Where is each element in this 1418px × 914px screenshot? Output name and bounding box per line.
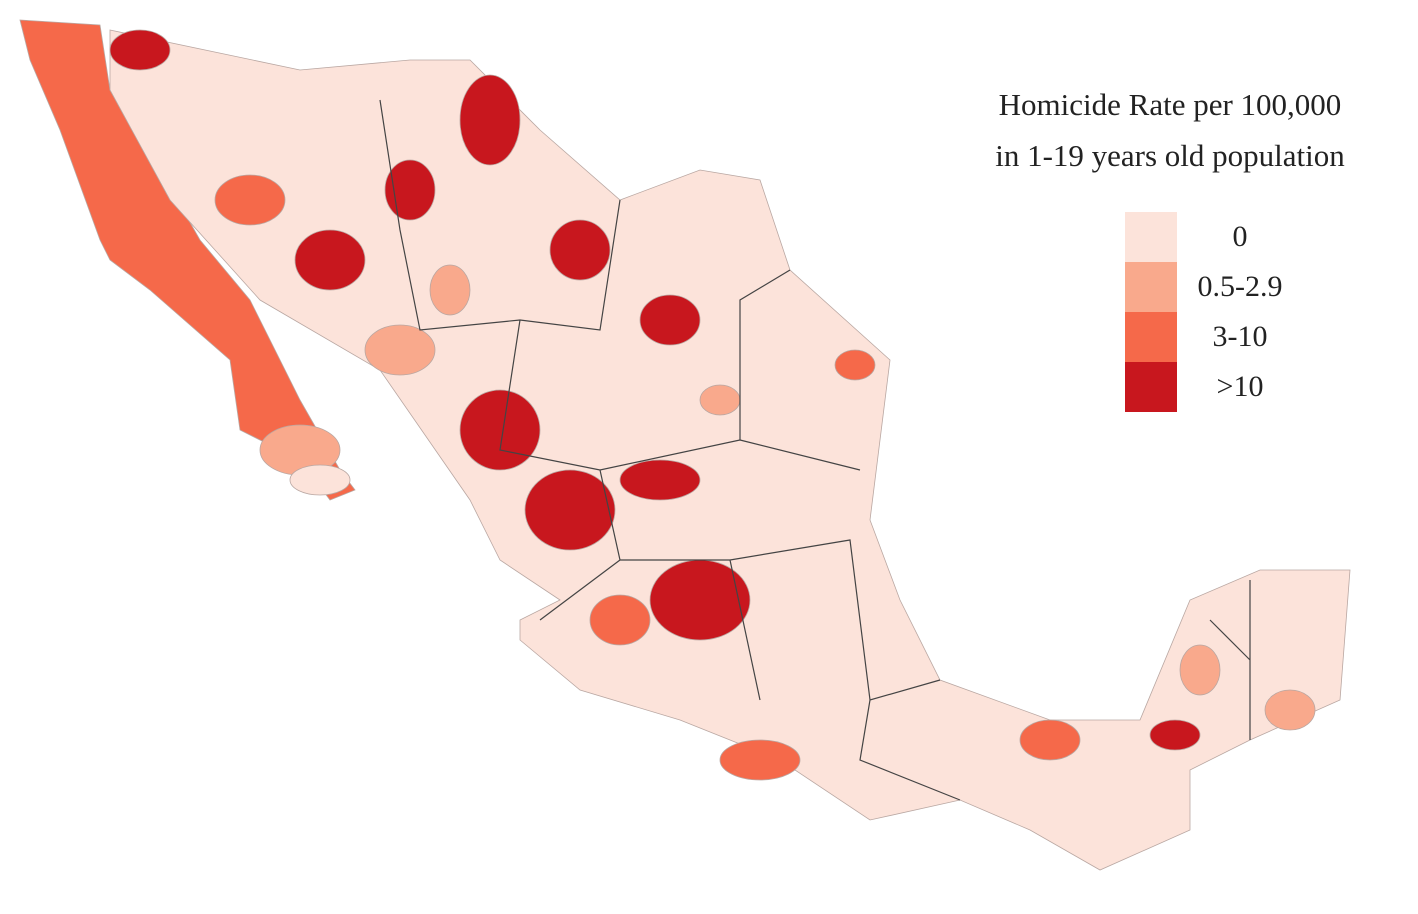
region: [639, 294, 701, 346]
region: [294, 229, 366, 291]
region: [459, 389, 541, 471]
region: [459, 74, 521, 166]
region: [524, 469, 616, 551]
legend-swatch: [1125, 362, 1177, 412]
region: [549, 219, 611, 281]
state-borders: [379, 99, 1251, 801]
region: [109, 29, 171, 71]
region: [1179, 644, 1221, 696]
region: [214, 174, 286, 226]
region: [719, 739, 801, 781]
region: [364, 324, 436, 376]
legend-swatch: [1125, 262, 1177, 312]
legend-label: 3-10: [1213, 320, 1268, 353]
region: [619, 459, 701, 501]
region: [384, 159, 436, 221]
region: [699, 384, 741, 416]
legend-label: 0: [1233, 220, 1248, 253]
region: [1264, 689, 1316, 731]
region: [649, 559, 751, 641]
region: [834, 349, 876, 381]
region: [1019, 719, 1081, 761]
legend-title: in 1-19 years old population: [995, 138, 1345, 173]
legend-label: 0.5-2.9: [1198, 270, 1283, 303]
region: [289, 464, 351, 496]
legend-title: Homicide Rate per 100,000: [999, 87, 1342, 122]
legend-label: >10: [1217, 370, 1264, 403]
region: [589, 594, 651, 646]
legend-swatch: [1125, 212, 1177, 262]
mexico-map: [19, 19, 1351, 871]
legend-swatch: [1125, 312, 1177, 362]
legend: Homicide Rate per 100,000 in 1-19 years …: [995, 87, 1345, 412]
region: [1149, 719, 1201, 751]
region: [429, 264, 471, 316]
